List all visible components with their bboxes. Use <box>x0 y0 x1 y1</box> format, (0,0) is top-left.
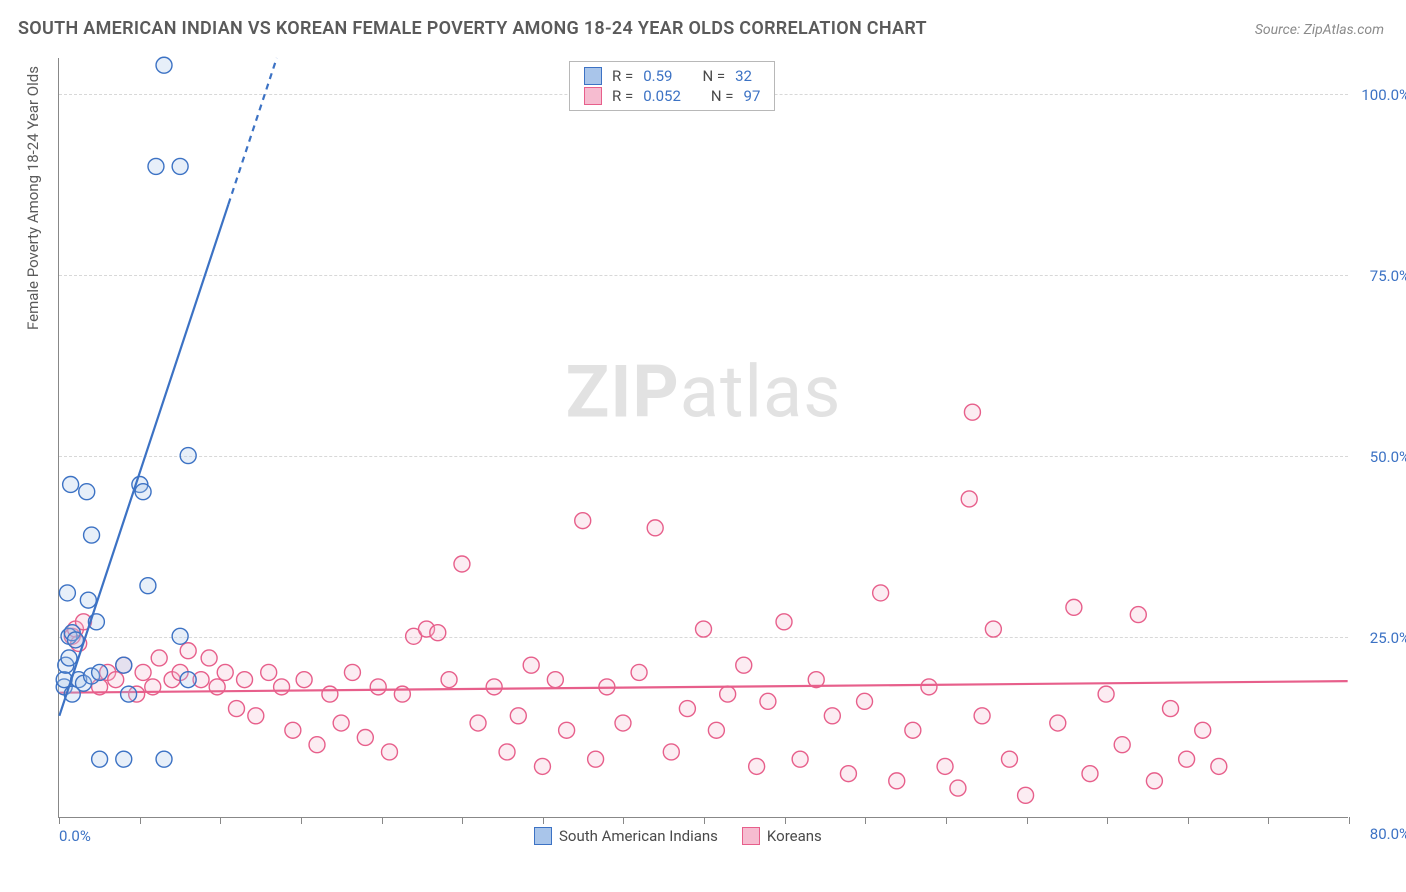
legend-correlation: R = 0.59 N = 32 R = 0.052 N = 97 <box>569 61 775 111</box>
plot-area: ZIPatlas 25.0%50.0%75.0%100.0% 0.0% 80.0… <box>58 58 1348 818</box>
y-tick-label: 25.0% <box>1370 629 1406 647</box>
chart-source: Source: ZipAtlas.com <box>1255 22 1384 38</box>
legend-row-series-b: R = 0.052 N = 97 <box>584 86 760 106</box>
legend-r-b: 0.052 <box>643 87 681 105</box>
legend-label-a: South American Indians <box>559 827 718 845</box>
correlation-chart: SOUTH AMERICAN INDIAN VS KOREAN FEMALE P… <box>0 0 1406 892</box>
legend-series: South American Indians Koreans <box>534 827 822 845</box>
legend-n-a: 32 <box>735 67 752 85</box>
legend-row-series-a: R = 0.59 N = 32 <box>584 66 760 86</box>
y-tick-label: 50.0% <box>1370 448 1406 466</box>
legend-swatch-a2 <box>534 827 552 845</box>
legend-item-a: South American Indians <box>534 827 718 845</box>
legend-item-b: Koreans <box>742 827 822 845</box>
y-tick-label: 100.0% <box>1361 86 1406 104</box>
scatter-svg <box>59 58 1348 817</box>
x-tick-label-min: 0.0% <box>59 827 91 845</box>
legend-swatch-b <box>584 87 602 105</box>
legend-swatch-b2 <box>742 827 760 845</box>
legend-label-b: Koreans <box>767 827 822 845</box>
x-tick-label-max: 80.0% <box>1370 825 1406 843</box>
legend-r-a: 0.59 <box>643 67 672 85</box>
legend-swatch-a <box>584 67 602 85</box>
y-axis-label: Female Poverty Among 18-24 Year Olds <box>24 66 42 330</box>
y-tick-label: 75.0% <box>1370 267 1406 285</box>
legend-n-b: 97 <box>744 87 761 105</box>
chart-title: SOUTH AMERICAN INDIAN VS KOREAN FEMALE P… <box>18 18 927 39</box>
